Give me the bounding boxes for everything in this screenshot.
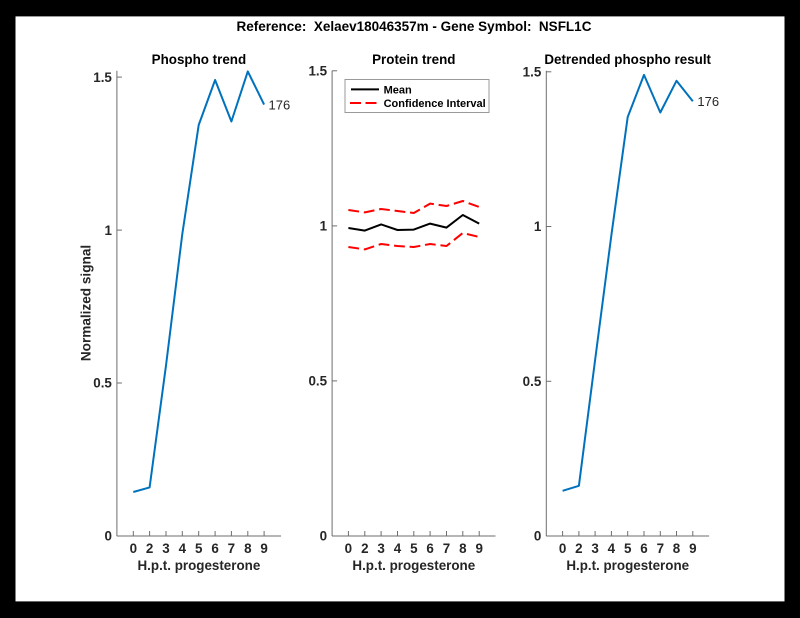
svg-text:0.5: 0.5: [93, 376, 112, 391]
svg-text:6: 6: [426, 541, 433, 556]
svg-text:7: 7: [228, 541, 235, 556]
svg-text:0: 0: [534, 529, 541, 544]
svg-text:0: 0: [130, 541, 137, 556]
svg-text:7: 7: [443, 541, 450, 556]
svg-text:1: 1: [104, 223, 112, 238]
svg-text:4: 4: [179, 541, 187, 556]
svg-text:6: 6: [211, 541, 218, 556]
svg-text:5: 5: [410, 541, 418, 556]
svg-text:H.p.t. progesterone: H.p.t. progesterone: [566, 558, 689, 573]
svg-text:Normalized signal: Normalized signal: [79, 245, 94, 361]
svg-text:5: 5: [624, 541, 632, 556]
svg-text:8: 8: [244, 541, 252, 556]
svg-text:176: 176: [697, 94, 719, 109]
svg-text:2: 2: [146, 541, 153, 556]
svg-text:H.p.t. progesterone: H.p.t. progesterone: [138, 558, 261, 573]
svg-text:9: 9: [260, 541, 267, 556]
svg-text:Reference: Xelaev18046357m -: Reference: Xelaev18046357m - Gene Symbol…: [237, 19, 592, 34]
svg-text:1: 1: [534, 219, 542, 234]
svg-text:1.5: 1.5: [523, 65, 542, 80]
svg-text:Protein trend: Protein trend: [372, 52, 455, 67]
svg-text:4: 4: [394, 541, 402, 556]
svg-text:2: 2: [575, 541, 582, 556]
svg-text:0.5: 0.5: [523, 374, 542, 389]
svg-text:0: 0: [345, 541, 352, 556]
svg-text:5: 5: [195, 541, 203, 556]
svg-text:7: 7: [657, 541, 664, 556]
svg-text:Mean: Mean: [384, 84, 412, 96]
svg-text:Confidence Interval: Confidence Interval: [384, 98, 486, 110]
svg-text:4: 4: [608, 541, 616, 556]
svg-text:6: 6: [640, 541, 647, 556]
svg-text:3: 3: [162, 541, 169, 556]
svg-text:1.5: 1.5: [308, 64, 327, 79]
svg-text:0.5: 0.5: [308, 374, 327, 389]
svg-text:0: 0: [320, 529, 327, 544]
svg-text:Detrended phospho result: Detrended phospho result: [544, 52, 711, 67]
svg-text:1.5: 1.5: [93, 70, 112, 85]
svg-text:2: 2: [361, 541, 368, 556]
svg-text:H.p.t. progesterone: H.p.t. progesterone: [352, 558, 475, 573]
svg-text:0: 0: [559, 541, 566, 556]
svg-text:9: 9: [475, 541, 482, 556]
svg-text:176: 176: [269, 97, 291, 112]
svg-text:Phospho trend: Phospho trend: [152, 52, 246, 67]
svg-text:0: 0: [104, 529, 111, 544]
svg-text:3: 3: [377, 541, 384, 556]
svg-text:3: 3: [591, 541, 598, 556]
svg-text:8: 8: [673, 541, 681, 556]
svg-text:8: 8: [459, 541, 467, 556]
svg-text:9: 9: [689, 541, 696, 556]
svg-text:1: 1: [320, 219, 328, 234]
